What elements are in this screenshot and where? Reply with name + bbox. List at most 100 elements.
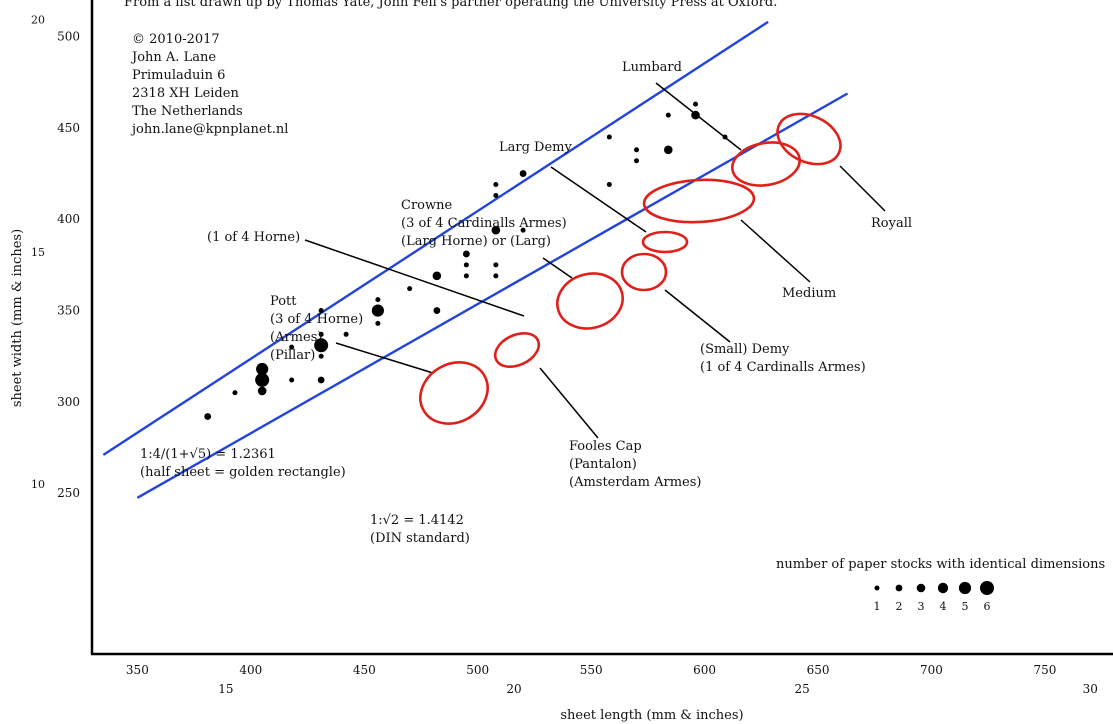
- ratio-text: 1:√2 = 1.4142: [370, 513, 464, 528]
- data-point: [606, 134, 612, 140]
- x-tick-inch: 25: [795, 682, 810, 696]
- label-crowne: Crowne (3 of 4 Cardinalls Armes) (Larg H…: [401, 197, 567, 251]
- credit-line: john.lane@kpnplanet.nl: [132, 122, 289, 137]
- data-point: [462, 250, 470, 258]
- data-point: [314, 338, 329, 353]
- x-tick-mm: 350: [126, 663, 149, 677]
- data-point: [407, 286, 413, 292]
- data-point: [493, 273, 499, 279]
- legend-dot: [916, 583, 926, 593]
- data-point: [255, 372, 270, 387]
- data-point: [493, 182, 499, 188]
- din-ratio-line: [136, 92, 849, 499]
- group-outline-pott: [419, 361, 489, 425]
- data-point: [371, 304, 384, 317]
- label-lumbard: Lumbard: [622, 60, 682, 75]
- data-point: [693, 101, 699, 107]
- connector-pott: [335, 342, 434, 374]
- group-name: Crowne: [401, 198, 453, 213]
- x-tick-mm: 450: [353, 663, 376, 677]
- group-alias: (Pillar): [270, 348, 316, 363]
- y-tick-mm: 450: [57, 121, 80, 135]
- annotation-horne: (1 of 4 Horne): [207, 230, 301, 245]
- y-tick-mm: 350: [57, 304, 80, 318]
- data-point: [463, 273, 469, 279]
- group-name: Pott: [270, 294, 297, 309]
- data-point: [663, 145, 673, 155]
- data-point: [375, 297, 381, 303]
- credit-line: 2318 XH Leiden: [132, 86, 239, 101]
- label-small-demy: (Small) Demy (1 of 4 Cardinalls Armes): [700, 341, 866, 377]
- x-tick-mm: 400: [239, 663, 262, 677]
- data-point: [432, 271, 442, 281]
- credit-line: John A. Lane: [132, 50, 217, 65]
- credit-line: © 2010-2017: [132, 32, 220, 47]
- group-outline-lumbard: [731, 141, 801, 187]
- group-outline-larg-demy: [641, 230, 689, 254]
- data-point: [343, 331, 349, 337]
- data-point: [375, 320, 381, 326]
- legend-dot: [937, 582, 949, 594]
- x-tick-mm: 600: [693, 663, 716, 677]
- x-tick-inch: 30: [1083, 682, 1098, 696]
- legend-dot: [980, 581, 994, 595]
- connector-small-demy: [664, 289, 731, 343]
- credit-block: © 2010-2017 John A. Lane Primuladuin 6 2…: [132, 31, 288, 139]
- legend-dot: [895, 584, 903, 592]
- group-alias: (3 of 4 Cardinalls Armes): [401, 216, 567, 231]
- group-name: Fooles Cap: [569, 439, 642, 454]
- ratio-text: (half sheet = golden rectangle): [140, 465, 346, 480]
- data-point: [317, 376, 325, 384]
- x-axis-label: sheet length (mm & inches): [560, 708, 743, 723]
- label-larg-demy: Larg Demy: [499, 140, 572, 155]
- data-point: [433, 307, 441, 314]
- group-outline-fooles-cap: [493, 331, 541, 369]
- data-point: [289, 344, 295, 350]
- credit-line: Primuladuin 6: [132, 68, 226, 83]
- data-point: [634, 158, 640, 164]
- golden-ratio-line: [102, 20, 769, 456]
- legend-count: 1: [874, 600, 881, 613]
- y-tick-inch: 20: [31, 14, 45, 27]
- data-point: [463, 262, 469, 268]
- data-point: [722, 134, 728, 140]
- x-tick-inch: 20: [506, 682, 521, 696]
- legend-title: number of paper stocks with identical di…: [776, 557, 1106, 572]
- group-outline-small-demy: [620, 252, 668, 292]
- connector-royall: [839, 165, 886, 212]
- connector-medium: [740, 219, 811, 283]
- header-note: From a list drawn up by Thomas Yate, Joh…: [124, 0, 778, 10]
- y-tick-inch: 15: [31, 246, 45, 259]
- connector-fooles-cap: [539, 367, 599, 439]
- connector-crowne: [542, 257, 573, 279]
- data-point: [318, 308, 324, 314]
- connector-larg-demy: [550, 166, 647, 233]
- data-point: [493, 192, 499, 198]
- data-point: [606, 182, 612, 188]
- x-tick-mm: 700: [920, 663, 943, 677]
- legend-count: 5: [962, 600, 969, 613]
- label-pott: Pott (3 of 4 Horne) (Armes) (Pillar): [270, 293, 363, 365]
- label-medium: Medium: [782, 286, 837, 301]
- group-alias: (Armes): [270, 330, 323, 345]
- connector-horne: [304, 239, 525, 317]
- group-alias: (Larg Horne) or (Larg): [401, 234, 552, 249]
- label-royall: Royall: [871, 216, 913, 231]
- legend-count: 2: [896, 600, 903, 613]
- y-tick-mm: 250: [57, 486, 80, 500]
- legend-dot: [874, 585, 880, 591]
- credit-line: The Netherlands: [132, 104, 243, 119]
- y-axis-label: sheet width (mm & inches): [10, 229, 25, 407]
- legend-dot: [958, 581, 972, 595]
- group-outline-royall: [776, 112, 842, 166]
- golden-ratio-label: 1:4/(1+√5) = 1.2361 (half sheet = golden…: [140, 446, 346, 482]
- data-point: [665, 112, 671, 118]
- group-alias: (1 of 4 Cardinalls Armes): [700, 360, 866, 375]
- group-alias: (Pantalon): [569, 457, 637, 472]
- ratio-text: (DIN standard): [370, 531, 470, 546]
- data-point: [520, 227, 526, 233]
- group-alias: (Amsterdam Armes): [569, 475, 702, 490]
- data-point: [691, 110, 700, 120]
- y-tick-mm: 300: [57, 395, 80, 409]
